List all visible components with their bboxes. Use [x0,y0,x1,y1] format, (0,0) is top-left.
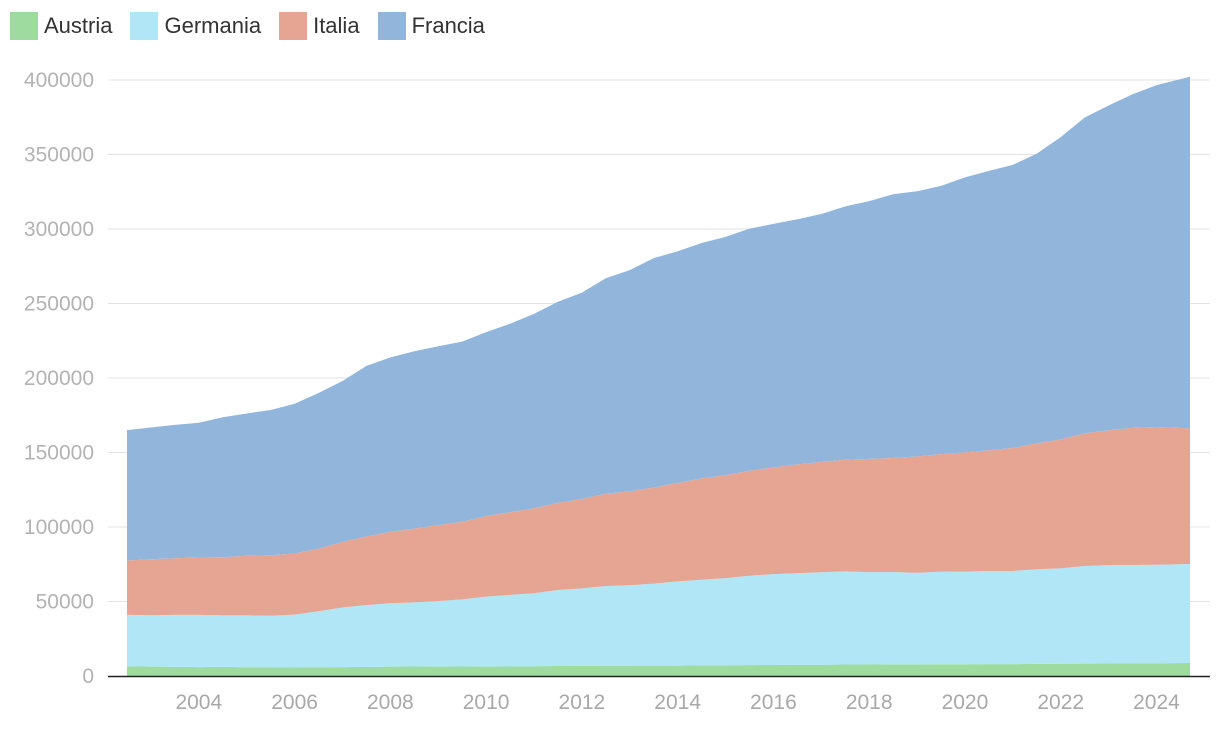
y-tick-label: 150000 [24,442,94,465]
x-tick-label: 2010 [463,691,510,714]
x-tick-label: 2012 [559,691,606,714]
x-tick-label: 2006 [271,691,318,714]
y-tick-label: 0 [82,665,94,688]
y-tick-label: 300000 [24,218,94,241]
y-tick-label: 350000 [24,144,94,167]
legend-item-italia[interactable]: Italia [279,12,360,40]
x-tick-label: 2014 [654,691,701,714]
legend-swatch-francia [377,12,406,40]
y-axis-ticks: 0 50000 100000 150000 200000 250000 300000 3500… [24,69,94,688]
area-francia[interactable] [127,76,1190,561]
legend-swatch-austria [10,12,38,40]
x-tick-label: 2022 [1037,691,1084,714]
x-tick-label: 2018 [846,691,893,714]
y-tick-label: 200000 [24,367,94,390]
area-germania[interactable] [127,564,1190,668]
legend-label-italia: Italia [313,13,360,38]
x-tick-label: 2016 [750,691,797,714]
legend-label-francia: Francia [411,13,485,38]
legend-swatch-italia [279,12,308,40]
x-tick-label: 2004 [175,691,222,714]
area-series [127,76,1190,676]
legend-item-germania[interactable]: Germania [130,12,261,40]
y-tick-label: 100000 [24,516,94,539]
x-tick-label: 2024 [1133,691,1180,714]
y-tick-label: 400000 [24,69,94,92]
area-italia[interactable] [127,427,1190,616]
y-tick-label: 250000 [24,293,94,316]
area-austria[interactable] [127,663,1190,676]
legend-label-germania: Germania [164,13,262,38]
y-tick-label: 50000 [36,591,94,614]
legend-item-austria[interactable]: Austria [10,12,112,40]
legend-label-austria: Austria [44,13,113,38]
legend-swatch-germania [130,12,159,40]
x-axis-ticks: 2004 2006 2008 2010 2012 2014 2016 2018 2020 2022… [175,691,1180,714]
chart-legend: Austria Germania Italia Francia [10,12,503,40]
x-tick-label: 2008 [367,691,414,714]
x-tick-label: 2020 [942,691,989,714]
legend-item-francia[interactable]: Francia [377,12,485,40]
